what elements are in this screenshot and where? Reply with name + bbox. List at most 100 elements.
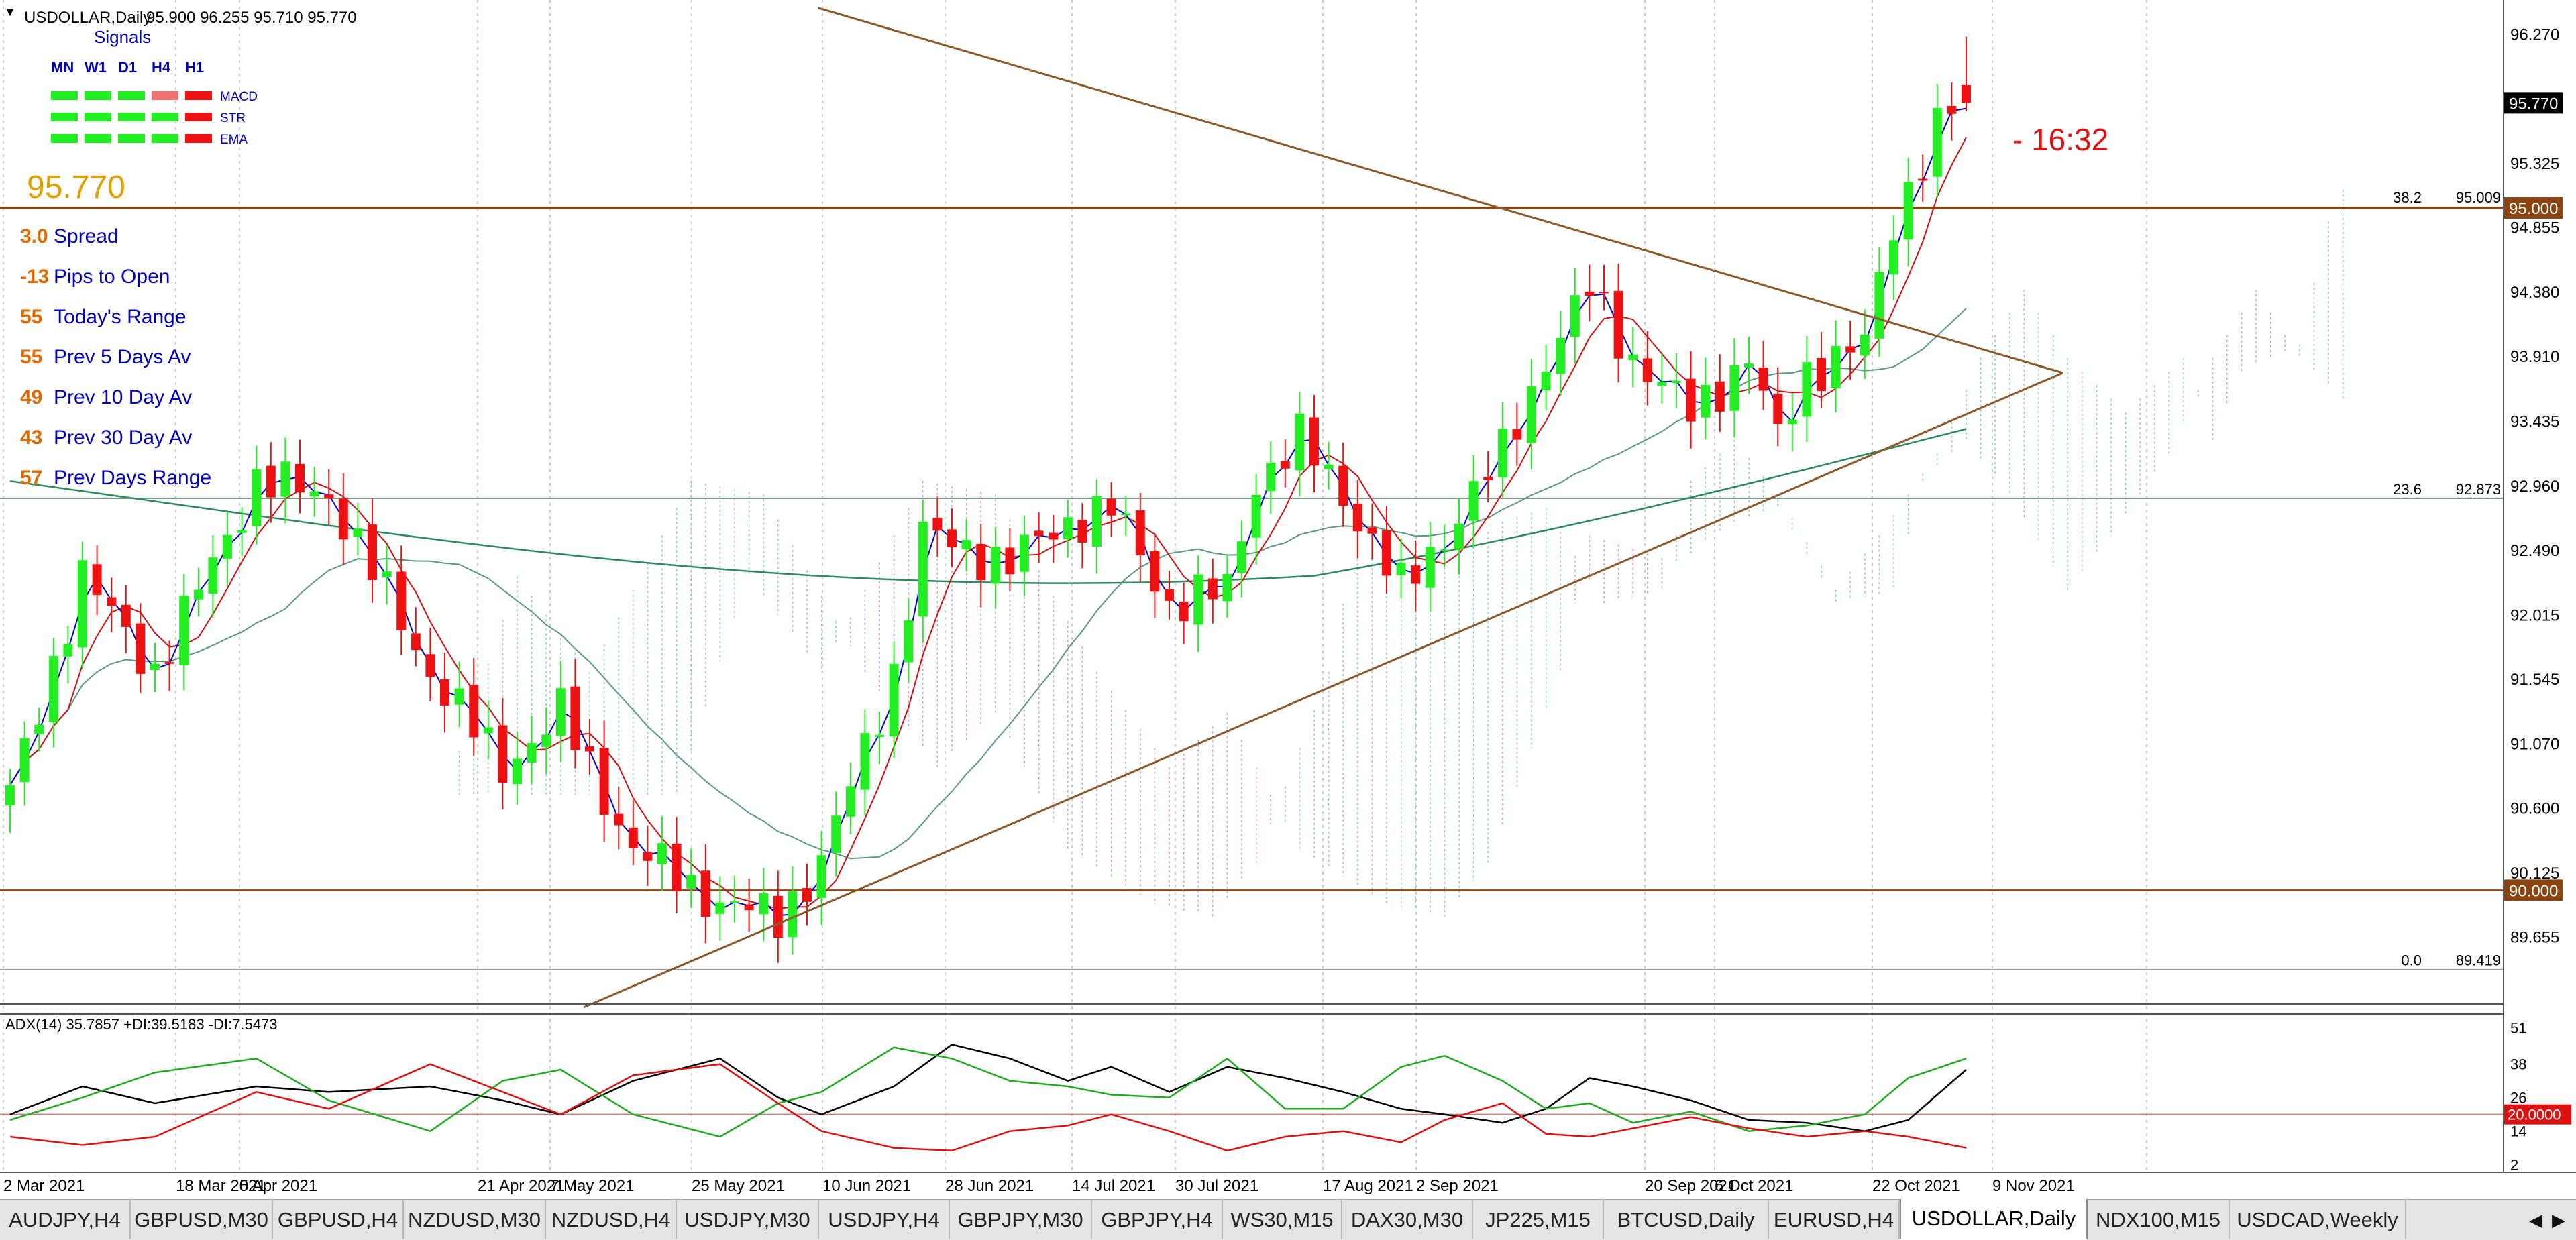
last-price-box [2504, 92, 2563, 114]
chart-tab[interactable]: GBPUSD,M30 [131, 1200, 273, 1239]
candle-body [193, 589, 203, 600]
signal-column-label: H1 [185, 59, 204, 76]
level-box [2504, 197, 2563, 219]
date-tick: 20 Sep 2021 [1645, 1177, 1736, 1195]
date-tick: 21 Apr 2021 [478, 1177, 564, 1195]
chart-tab[interactable]: AUDJPY,H4 [0, 1200, 131, 1239]
candle-body [773, 895, 783, 938]
adx-line [9, 1044, 1967, 1132]
candle-body [1295, 413, 1305, 471]
candle-body [1425, 547, 1435, 588]
candle-body [1512, 429, 1522, 440]
chart-tab[interactable]: NZDUSD,H4 [546, 1200, 677, 1239]
candle-body [136, 623, 146, 674]
candle-body [353, 528, 363, 537]
date-tick: 7 May 2021 [550, 1177, 634, 1195]
price-tick: 90.600 [2510, 799, 2559, 818]
candle-body [1932, 107, 1942, 177]
stat-label: Today's Range [54, 306, 186, 328]
candle-body [5, 785, 15, 806]
date-tick: 10 Jun 2021 [822, 1177, 911, 1195]
candle-body [1817, 357, 1826, 392]
candle-body [324, 494, 334, 499]
candle-body [179, 596, 189, 666]
candle-body [570, 686, 580, 750]
fib-price-label: 95.009 [2456, 189, 2501, 206]
candle-body [1556, 337, 1566, 374]
adx-panel: 51 38 26 14 2 20.0000 [0, 1020, 2571, 1174]
date-tick: 2 Sep 2021 [1416, 1177, 1499, 1195]
candle-body [266, 465, 276, 498]
candle-body [1396, 563, 1406, 575]
price-tick: 96.270 [2510, 26, 2559, 44]
candle-body [440, 679, 449, 706]
signal-row-label: STR [220, 111, 246, 125]
signal-cell [185, 113, 212, 121]
candle-body [237, 530, 247, 533]
fib-level-label: 23.6 [2393, 481, 2422, 498]
candle-body [904, 620, 914, 663]
signals-title: Signals [94, 27, 151, 47]
date-tick: 9 Nov 2021 [1992, 1177, 2075, 1195]
candle-body [1077, 520, 1087, 543]
candle-body [1251, 494, 1261, 538]
candle-body [1338, 465, 1348, 506]
ma-fast-line [9, 107, 1967, 917]
candle-body [860, 733, 870, 790]
candle-body [1352, 503, 1362, 532]
candle-body [295, 463, 305, 493]
price-tick: 91.545 [2510, 671, 2559, 689]
chart-tab[interactable]: NZDUSD,M30 [404, 1200, 546, 1239]
signal-cell [118, 113, 145, 121]
date-tick: 18 Mar 2021 [176, 1177, 266, 1195]
candle-body [34, 724, 44, 734]
signal-cell [85, 134, 111, 143]
candle-body [78, 560, 87, 648]
price-tick: 95.325 [2510, 155, 2559, 173]
chart-tab[interactable]: BTCUSD,Daily [1604, 1200, 1769, 1239]
signal-cell [185, 134, 212, 143]
candle-body [1280, 461, 1290, 469]
candle-body [875, 734, 884, 737]
stat-value: 55 [20, 306, 42, 328]
trendlines[interactable] [583, 7, 2063, 1009]
chart-tab[interactable]: GBPJPY,M30 [950, 1200, 1092, 1239]
candle-body [555, 688, 566, 736]
candle-body [1599, 292, 1609, 294]
chart-tab[interactable]: GBPUSD,H4 [273, 1200, 404, 1239]
date-tick: 28 Jun 2021 [945, 1177, 1034, 1195]
chart-tab[interactable]: USDOLLAR,Daily [1900, 1199, 2088, 1240]
price-axis: 96.270 95.325 94.855 94.380 93.910 93.435 92.9… [2504, 26, 2563, 947]
tab-scroll-right-icon[interactable]: ▶ [2552, 1210, 2565, 1230]
chart-tab[interactable]: USDJPY,H4 [819, 1200, 950, 1239]
tab-scroll-left-icon[interactable]: ◀ [2529, 1210, 2542, 1230]
stat-label: Spread [54, 225, 119, 247]
candle-body [672, 843, 682, 891]
chart-tab[interactable]: USDCAD,Weekly [2230, 1200, 2406, 1239]
bar-countdown: - 16:32 [2012, 122, 2108, 157]
chart-tab[interactable]: WS30,M15 [1223, 1200, 1342, 1239]
candle-body [845, 786, 855, 817]
chart-tab[interactable]: JP225,M15 [1473, 1200, 1604, 1239]
chart-tab[interactable]: USDJPY,M30 [677, 1200, 819, 1239]
candle-body [1208, 578, 1218, 600]
stat-label: Prev Days Range [54, 467, 211, 489]
candle-body [1903, 182, 1913, 240]
candle-body [1497, 429, 1507, 478]
candle-body [368, 524, 377, 580]
candle-body [121, 604, 131, 627]
candle-body [1773, 394, 1783, 425]
chart-tab[interactable]: NDX100,M15 [2088, 1200, 2230, 1239]
candle-body [382, 571, 392, 577]
candle-body [483, 727, 493, 734]
chart-tab[interactable]: EURUSD,H4 [1769, 1200, 1900, 1239]
candle-body [338, 498, 348, 540]
stat-label: Prev 10 Day Av [54, 386, 192, 408]
chart-title: USDOLLAR,Daily [24, 9, 151, 27]
candle-body [469, 685, 479, 738]
chart-tab[interactable]: GBPJPY,H4 [1092, 1200, 1223, 1239]
price-tick: 94.855 [2510, 219, 2559, 237]
chart-tab[interactable]: DAX30,M30 [1342, 1200, 1473, 1239]
candle-body [614, 813, 624, 826]
